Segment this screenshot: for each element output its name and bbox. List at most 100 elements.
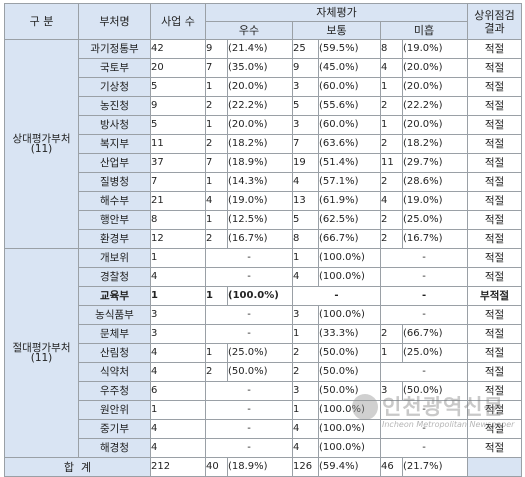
- department-name: 식약처: [78, 362, 151, 382]
- project-count: 7: [150, 172, 206, 192]
- excellent-percent: (20.0%): [227, 115, 293, 135]
- insufficient-count: 2: [380, 229, 403, 249]
- table-row: 농식품부 3-3 (100.0%) - 적절: [5, 305, 523, 325]
- department-name: 질병청: [78, 172, 151, 192]
- excellent-none: -: [205, 248, 293, 268]
- table-row: 질병청 7 1 (14.3%) 4 (57.1%) 2 (28.6%) 적절: [5, 172, 523, 192]
- project-count: 5: [150, 115, 206, 135]
- project-count: 4: [150, 343, 206, 363]
- excellent-percent: (25.0%): [227, 343, 293, 363]
- project-count: 21: [150, 191, 206, 211]
- department-name: 산림청: [78, 343, 151, 363]
- normal-percent: (61.9%): [318, 191, 381, 211]
- normal-count: 5: [292, 210, 319, 230]
- department-name: 해수부: [78, 191, 151, 211]
- total-row: 합 계 212 40 (18.9%) 126 (59.4%) 46 (21.7%): [4, 457, 523, 477]
- insufficient-count: 11: [380, 153, 403, 173]
- upper-check-result: 적절: [467, 134, 523, 154]
- header-department: 부처명: [78, 3, 151, 40]
- header-upper-check-line2: 결과: [484, 21, 505, 35]
- table-row: 환경부 12 2 (16.7%) 8 (66.7%) 2 (16.7%) 적절: [5, 229, 523, 249]
- upper-check-result: 적절: [467, 115, 523, 135]
- upper-check-result: 적절: [467, 229, 523, 249]
- total-project-count: 212: [150, 457, 206, 477]
- normal-percent: (60.0%): [318, 77, 381, 97]
- insufficient-percent: (20.0%): [401, 115, 469, 135]
- insufficient-count: 8: [380, 39, 403, 59]
- table-row: 해경청 4-4 (100.0%) - 적절: [5, 438, 523, 458]
- insufficient-none: -: [379, 400, 469, 420]
- excellent-percent: (50.0%): [227, 362, 293, 382]
- normal-count: 19: [292, 153, 319, 173]
- department-name: 복지부: [78, 134, 151, 154]
- normal-percent: (100.0%): [318, 419, 381, 439]
- upper-check-result: 적절: [467, 210, 523, 230]
- insufficient-none: -: [379, 362, 469, 382]
- department-name: 문체부: [78, 324, 151, 344]
- excellent-count: 1: [205, 210, 228, 230]
- project-count: 4: [150, 362, 206, 382]
- normal-percent: (59.5%): [318, 39, 381, 59]
- project-count: 5: [150, 77, 206, 97]
- project-count: 4: [150, 438, 206, 458]
- upper-check-result: 적절: [467, 191, 523, 211]
- excellent-percent: (18.9%): [227, 153, 293, 173]
- excellent-count: 1: [205, 77, 228, 97]
- header-excellent: 우수: [205, 21, 293, 40]
- table-row: 방사청 5 1 (20.0%) 3 (60.0%) 1 (20.0%) 적절: [5, 115, 523, 135]
- upper-check-result: 적절: [467, 172, 523, 192]
- insufficient-percent: (29.7%): [401, 153, 469, 173]
- normal-percent: (33.3%): [318, 324, 381, 344]
- table-header: 구 분 부처명 사업 수 자체평가 상위점검 결과 우수 보통 미흡: [4, 3, 523, 40]
- excellent-count: 1: [205, 286, 228, 306]
- department-name: 경찰청: [78, 267, 151, 287]
- normal-percent: (100.0%): [318, 400, 381, 420]
- table-row: 기상청 5 1 (20.0%) 3 (60.0%) 1 (20.0%) 적절: [5, 77, 523, 97]
- excellent-count: 9: [205, 39, 228, 59]
- total-insufficient-count: 46: [380, 457, 403, 477]
- insufficient-count: 2: [380, 324, 403, 344]
- normal-count: 3: [292, 305, 319, 325]
- header-projects: 사업 수: [150, 3, 206, 40]
- department-name: 우주청: [78, 381, 151, 401]
- header-insufficient: 미흡: [379, 21, 469, 40]
- department-name: 행안부: [78, 210, 151, 230]
- normal-percent: (66.7%): [318, 229, 381, 249]
- department-name: 국토부: [78, 58, 151, 78]
- project-count: 1: [150, 400, 206, 420]
- normal-count: 3: [292, 381, 319, 401]
- excellent-percent: (100.0%): [227, 286, 293, 306]
- insufficient-count: 2: [380, 134, 403, 154]
- project-count: 1: [150, 248, 206, 268]
- normal-count: 8: [292, 229, 319, 249]
- table-row: 행안부 8 1 (12.5%) 5 (62.5%) 2 (25.0%) 적절: [5, 210, 523, 230]
- normal-percent: (62.5%): [318, 210, 381, 230]
- project-count: 3: [150, 324, 206, 344]
- department-name: 원안위: [78, 400, 151, 420]
- upper-check-result: 적절: [467, 381, 523, 401]
- department-name: 환경부: [78, 229, 151, 249]
- department-name: 개보위: [78, 248, 151, 268]
- normal-count: 7: [292, 134, 319, 154]
- upper-check-result: 부적절: [467, 286, 523, 306]
- table-row: 해수부 21 4 (19.0%) 13 (61.9%) 4 (19.0%) 적절: [5, 191, 523, 211]
- upper-check-result: 적절: [467, 305, 523, 325]
- project-count: 9: [150, 96, 206, 116]
- header-upper-check: 상위점검 결과: [467, 3, 523, 40]
- total-normal-count: 126: [292, 457, 319, 477]
- excellent-percent: (12.5%): [227, 210, 293, 230]
- table-row: 절대평가부처 (11) 개보위 1-1 (100.0%) - 적절: [4, 248, 523, 458]
- excellent-count: 1: [205, 115, 228, 135]
- department-name: 교육부: [78, 286, 151, 306]
- normal-percent: (100.0%): [318, 305, 381, 325]
- upper-check-result: 적절: [467, 362, 523, 382]
- upper-check-result: 적절: [467, 248, 523, 268]
- upper-check-result: 적절: [467, 153, 523, 173]
- upper-check-result: 적절: [467, 58, 523, 78]
- excellent-percent: (20.0%): [227, 77, 293, 97]
- excellent-none: -: [205, 400, 293, 420]
- project-count: 42: [150, 39, 206, 59]
- upper-check-result: 적절: [467, 419, 523, 439]
- insufficient-percent: (18.2%): [401, 134, 469, 154]
- excellent-count: 2: [205, 362, 228, 382]
